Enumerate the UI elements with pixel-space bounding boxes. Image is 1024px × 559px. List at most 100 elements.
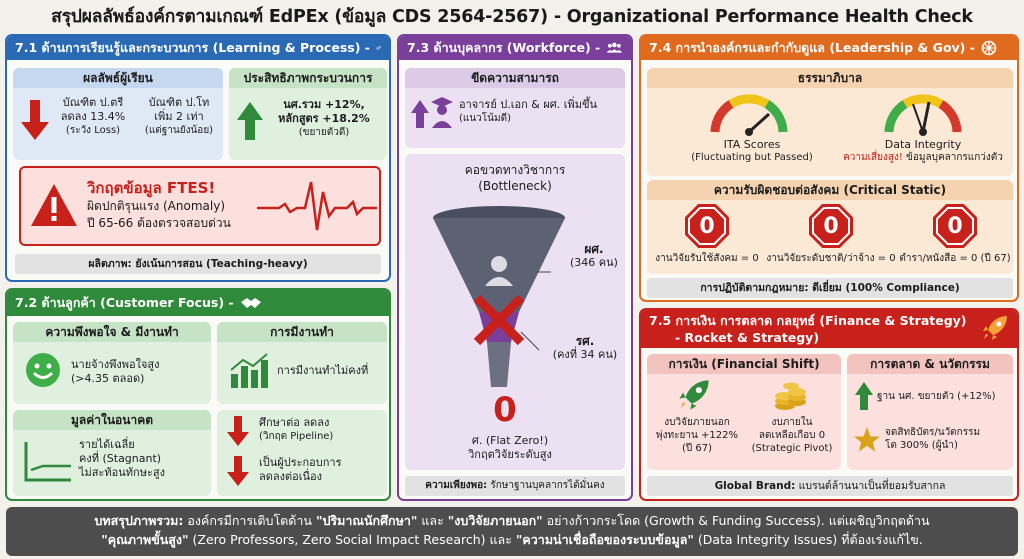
- card-title: มูลค่าในอนาคต: [13, 410, 211, 430]
- zero-value: 0: [947, 213, 963, 239]
- marketing-b-line-1: จดสิทธิบัตร/นวัตกรรม: [885, 427, 981, 438]
- people-icon: [607, 42, 623, 53]
- finance-a-line-3: (ปี 67): [681, 443, 713, 454]
- summary-highlight: "ความน่าเชื่อถือของระบบข้อมูล": [515, 532, 694, 547]
- assoc-prof-label: รศ.: [575, 334, 595, 348]
- panel-header: 7.2 ด้านลูกค้า (Customer Focus) -: [7, 290, 389, 316]
- risk-note: ข้อมูลบุคลากรแกว่งตัว: [902, 152, 1003, 163]
- card-title: ความรับผิดชอบต่อสังคม (Critical Static): [647, 180, 1013, 200]
- finance-b-line-1: งบภายใน: [771, 417, 813, 428]
- summary-text: (Zero Professors, Zero Social Impact Res…: [188, 532, 516, 547]
- bar-chart-icon: [230, 353, 268, 388]
- summary-text: อย่างก้าวกระโดด (Growth & Funding Succes…: [542, 513, 930, 528]
- financial-shift-card: การเงิน (Financial Shift) งบวิจัยภายนอก …: [647, 354, 841, 470]
- panel-header: 7.4 การนำองค์กรและกำกับดูแล (Leadership …: [641, 36, 1017, 60]
- panel-finance-strategy: 7.5 การเงิน การตลาด กลยุทธ์ (Finance & S…: [639, 308, 1019, 501]
- master-value: เพิ่ม 2 เท่า: [154, 110, 204, 123]
- workforce-footer: ความเพียงพอ: รักษาฐานบุคลากรได้มั่นคง: [405, 476, 625, 496]
- footer-text: แบรนด์ล้านนาเป็นที่ยอมรับสากล: [795, 480, 946, 492]
- marketing-innovation-card: การตลาด & นวัตกรรม ฐาน นศ. ขยายตัว (+12%…: [847, 354, 1013, 470]
- arrow-up-icon: [855, 382, 873, 410]
- heartbeat-icon: [257, 181, 377, 231]
- social-item-label: ตำรา/หนังสือ = 0 (ปี 67): [899, 253, 1011, 264]
- stop-sign-icon: 0: [933, 204, 977, 248]
- capability-line-2: (แนวโน้มดี): [459, 113, 511, 124]
- card-title: การเงิน (Financial Shift): [647, 354, 841, 374]
- bachelor-value: ลดลง 13.4%: [60, 110, 126, 123]
- footer-label: ความเพียงพอ:: [425, 480, 488, 491]
- finance-a-line-1: งบวิจัยภายนอก: [664, 417, 730, 428]
- zero-value: 0: [699, 213, 715, 239]
- marketing-a: ฐาน นศ. ขยายตัว (+12%): [877, 391, 996, 402]
- arrow-down-icon: [21, 100, 49, 140]
- satisfaction-line-2: (>4.35 ตลอด): [71, 372, 145, 385]
- asst-prof-label: ผศ.: [584, 242, 604, 256]
- rocket-icon: [679, 380, 709, 410]
- process-line-1: นศ.รวม +12%,: [283, 98, 365, 111]
- summary-bar: บทสรุปภาพรวม: องค์กรมีการเติบโตด้าน "ปริ…: [6, 507, 1018, 556]
- panel-title-2: - Rocket & Strategy): [675, 330, 820, 345]
- handshake-icon: [240, 298, 261, 308]
- arrow-down-icon: [227, 456, 249, 486]
- panel-title: 7.2 ด้านลูกค้า (Customer Focus) -: [15, 295, 234, 310]
- pipeline-a-line-2: (วิกฤต Pipeline): [259, 431, 334, 442]
- card-title: ธรรมาภิบาล: [647, 68, 1013, 88]
- panel-header: 7.5 การเงิน การตลาด กลยุทธ์ (Finance & S…: [641, 310, 1017, 348]
- marketing-b-line-2: โต 300% (ผู้นำ): [885, 440, 958, 451]
- panel-header: 7.3 ด้านบุคลากร (Workforce) -: [399, 36, 631, 60]
- pipeline-b-line-2: ลดลงต่อเนื่อง: [259, 470, 323, 483]
- panel-learning-process: 7.1 ด้านการเรียนรู้และกระบวนการ (Learnin…: [5, 34, 391, 282]
- pipeline-card: ศึกษาต่อ ลดลง (วิกฤต Pipeline) เป็นผู้ปร…: [217, 410, 387, 496]
- card-title: ความพึงพอใจ & มีงานทำ: [13, 322, 211, 342]
- risk-warning: ความเสี่ยงสูง!: [843, 152, 903, 163]
- learner-results-card: ผลลัพธ์ผู้เรียน บัณฑิต ป.ตรี ลดลง 13.4% …: [13, 68, 223, 160]
- ita-note: (Fluctuating but Passed): [691, 152, 813, 163]
- summary-text: องค์กรมีการเติบโตด้าน: [183, 513, 316, 528]
- summary-text: (Data Integrity Issues) ที่ต้องเร่งแก้ไข…: [693, 532, 923, 547]
- satisfaction-line-1: นายจ้างพึงพอใจสูง: [71, 358, 160, 371]
- future-line-2: คงที่ (Stagnant): [79, 452, 162, 465]
- satisfaction-card: ความพึงพอใจ & มีงานทำ นายจ้างพึงพอใจสูง …: [13, 322, 211, 404]
- summary-label: บทสรุปภาพรวม:: [94, 513, 184, 528]
- rocket-icon: [983, 316, 1007, 340]
- wheel-icon: [981, 40, 997, 56]
- bottleneck-title-1: คอขวดทางวิชาการ: [464, 163, 566, 177]
- employment-text: การมีงานทำไม่คงที่: [277, 364, 369, 377]
- card-title: ขีดความสามารถ: [405, 68, 625, 88]
- panel-title-1: 7.5 การเงิน การตลาด กลยุทธ์ (Finance & S…: [649, 313, 967, 328]
- process-line-3: (ขยายตัวดี): [298, 127, 350, 138]
- compliance-footer: การปฏิบัติตามกฎหมาย: ดีเยี่ยม (100% Comp…: [647, 278, 1013, 298]
- asst-prof-count: (346 คน): [570, 256, 618, 269]
- ftes-alert-card: วิกฤตข้อมูล FTES! ผิดปกติรุนแรง (Anomaly…: [19, 166, 381, 246]
- pipeline-a-line-1: ศึกษาต่อ ลดลง: [259, 416, 330, 429]
- summary-highlight: "งบวิจัยภายนอก": [447, 513, 543, 528]
- data-integrity-label: Data Integrity: [884, 138, 962, 151]
- gauge-risk-icon: [884, 94, 962, 136]
- footer-text: รักษาฐานบุคลากรได้มั่นคง: [487, 480, 605, 491]
- graduate-icon: [431, 97, 453, 128]
- finance-b-line-3: (Strategic Pivot): [751, 443, 833, 454]
- arrow-down-icon: [227, 416, 249, 446]
- master-label: บัณฑิต ป.โท: [148, 96, 210, 109]
- panel-title: 7.4 การนำองค์กรและกำกับดูแล (Leadership …: [649, 40, 975, 55]
- assoc-prof-count: (คงที่ 34 คน): [552, 348, 618, 361]
- alert-title: วิกฤตข้อมูล FTES!: [87, 179, 216, 197]
- zero-line-1: ศ. (Flat Zero!): [471, 434, 549, 447]
- capability-line-1: อาจารย์ ป.เอก & ผศ. เพิ่มขึ้น: [459, 98, 598, 111]
- smiley-icon: [26, 353, 60, 387]
- social-item-label: งานวิจัยรับใช้สังคม = 0: [655, 253, 759, 264]
- governance-card: ธรรมาภิบาล ITA Scores (Fluctuating but P…: [647, 68, 1013, 176]
- page-title: สรุปผลลัพธ์องค์กรตามเกณฑ์ EdPEx (ข้อมูล …: [51, 7, 973, 27]
- warning-icon: [31, 184, 77, 226]
- card-title: การตลาด & นวัตกรรม: [847, 354, 1013, 374]
- bachelor-label: บัณฑิต ป.ตรี: [62, 96, 124, 109]
- panel-title: 7.1 ด้านการเรียนรู้และกระบวนการ (Learnin…: [15, 40, 370, 55]
- star-icon: [854, 427, 880, 452]
- stop-sign-icon: 0: [685, 204, 729, 248]
- finance-a-line-2: พุ่งทะยาน +122%: [656, 430, 738, 441]
- alert-line-1: ผิดปกติรุนแรง (Anomaly): [87, 199, 225, 213]
- productivity-footer: ผลิตภาพ: ยังเน้นการสอน (Teaching-heavy): [15, 254, 381, 274]
- summary-highlight: "คุณภาพขั้นสูง": [101, 532, 189, 547]
- process-line-2: หลักสูตร +18.2%: [278, 112, 370, 125]
- card-title: การมีงานทำ: [217, 322, 387, 342]
